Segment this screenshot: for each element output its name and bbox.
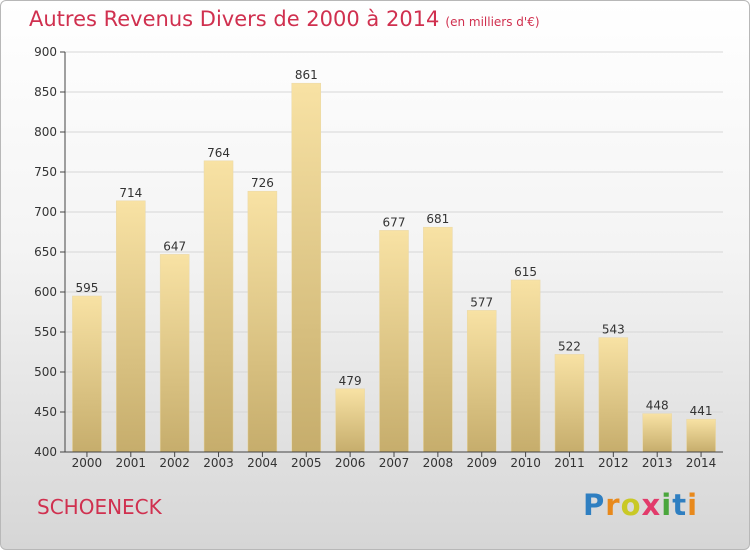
logo-letter: r xyxy=(605,488,621,522)
bars: 595 714 647 764 726 861 479 677 681 577 615 522 543 4… xyxy=(72,68,716,453)
value-label-2001: 714 xyxy=(119,186,142,200)
value-label-2003: 764 xyxy=(207,146,230,160)
bar-2009[interactable] xyxy=(466,310,497,453)
bar-2004[interactable] xyxy=(247,190,278,453)
y-tick-label: 800 xyxy=(34,125,57,139)
x-tick-label: 2001 xyxy=(116,456,147,470)
value-label-2005: 861 xyxy=(295,68,318,82)
x-tick-label: 2013 xyxy=(642,456,673,470)
x-tick-label: 2011 xyxy=(554,456,585,470)
x-tick-label: 2003 xyxy=(203,456,234,470)
y-tick-label: 900 xyxy=(34,45,57,59)
logo-letter: i xyxy=(661,488,673,522)
bar-2006[interactable] xyxy=(335,388,365,453)
y-tick-label: 400 xyxy=(34,445,57,459)
proxiti-logo[interactable]: Proxiti xyxy=(583,488,698,522)
chart-unit: (en milliers d'€) xyxy=(445,15,540,29)
logo-letter: o xyxy=(620,488,642,522)
value-label-2011: 522 xyxy=(558,339,581,353)
value-label-2007: 677 xyxy=(383,215,406,229)
x-tick-label: 2006 xyxy=(335,456,366,470)
value-label-2006: 479 xyxy=(339,374,362,388)
value-label-2008: 681 xyxy=(426,212,449,226)
y-tick-label: 750 xyxy=(34,165,57,179)
bar-2000[interactable] xyxy=(72,295,102,453)
logo-letter: P xyxy=(583,488,606,522)
y-tick-label: 600 xyxy=(34,285,57,299)
bar-2014[interactable] xyxy=(686,418,716,453)
y-tick-label: 650 xyxy=(34,245,57,259)
y-tick-label: 550 xyxy=(34,325,57,339)
value-label-2012: 543 xyxy=(602,323,625,337)
bar-2010[interactable] xyxy=(510,279,541,453)
x-tick-label: 2012 xyxy=(598,456,629,470)
x-tick-label: 2005 xyxy=(291,456,322,470)
value-label-2009: 577 xyxy=(470,295,493,309)
axes: 400 450 500 550 600 650 700 750 800 850 900 2000 200… xyxy=(34,45,723,470)
x-tick-label: 2014 xyxy=(686,456,717,470)
x-tick-label: 2004 xyxy=(247,456,278,470)
x-tick-label: 2009 xyxy=(466,456,497,470)
value-label-2000: 595 xyxy=(75,281,98,295)
bar-2007[interactable] xyxy=(379,230,409,453)
value-label-2004: 726 xyxy=(251,176,274,190)
y-tick-label: 450 xyxy=(34,405,57,419)
x-tick-label: 2007 xyxy=(379,456,410,470)
bar-2002[interactable] xyxy=(159,254,190,453)
x-tick-label: 2000 xyxy=(72,456,103,470)
bar-2005[interactable] xyxy=(291,82,322,453)
x-tick-label: 2008 xyxy=(423,456,454,470)
logo-letter: i xyxy=(687,488,699,522)
x-tick-label: 2010 xyxy=(510,456,541,470)
bar-2012[interactable] xyxy=(598,337,629,453)
logo-letter: x xyxy=(641,488,662,522)
chart-title: Autres Revenus Divers de 2000 à 2014 (en … xyxy=(29,7,540,31)
value-label-2002: 647 xyxy=(163,239,186,253)
y-tick-label: 850 xyxy=(34,85,57,99)
logo-letter: t xyxy=(672,488,688,522)
y-tick-label: 500 xyxy=(34,365,57,379)
bar-2011[interactable] xyxy=(554,354,585,453)
bar-2008[interactable] xyxy=(423,226,453,453)
y-tick-label: 700 xyxy=(34,205,57,219)
bar-2013[interactable] xyxy=(642,413,672,453)
value-label-2014: 441 xyxy=(690,404,713,418)
bar-2003[interactable] xyxy=(203,160,234,453)
city-name: SCHOENECK xyxy=(37,495,162,519)
value-label-2010: 615 xyxy=(514,265,537,279)
chart-title-text: Autres Revenus Divers de 2000 à 2014 xyxy=(29,7,440,31)
value-label-2013: 448 xyxy=(646,399,669,413)
x-tick-label: 2002 xyxy=(159,456,190,470)
bar-2001[interactable] xyxy=(116,200,146,453)
